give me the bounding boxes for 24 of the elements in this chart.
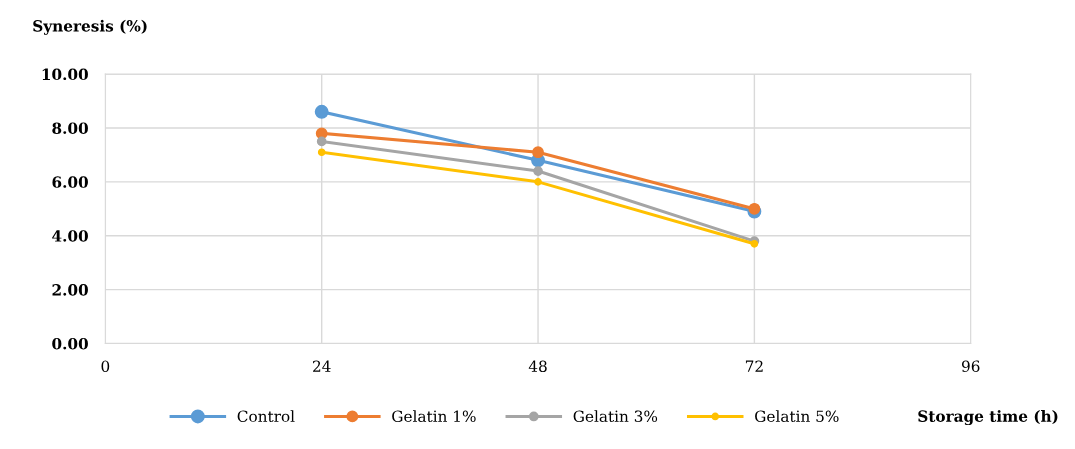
x-axis-title: Storage time (h): [918, 410, 1058, 426]
point: [748, 202, 761, 215]
y-tick-label: 8.00: [52, 122, 88, 134]
y-tick-label: 0.00: [52, 337, 88, 350]
legend-label: Control: [237, 410, 295, 422]
point: [316, 136, 327, 147]
legend-label: Gelatin 3%: [573, 410, 658, 422]
point: [532, 146, 544, 159]
x-tick-label: 0: [101, 360, 110, 372]
y-tick-label: 4.00: [52, 230, 88, 242]
legend-label: Gelatin 1%: [392, 410, 476, 422]
x-tick-label: 48: [528, 360, 547, 372]
point: [317, 148, 326, 157]
y-axis-title: Syneresis (%): [33, 19, 147, 35]
legend-label: Gelatin 5%: [755, 410, 839, 422]
x-tick-label: 96: [961, 360, 980, 372]
y-tick-label: 6.00: [52, 176, 88, 188]
x-tick-label: 24: [313, 360, 331, 372]
point: [534, 178, 542, 186]
point: [533, 166, 543, 176]
y-tick-label: 2.00: [52, 284, 88, 296]
point: [314, 104, 329, 119]
y-tick-label: 10.00: [42, 68, 88, 81]
x-tick-label: 72: [745, 360, 763, 372]
